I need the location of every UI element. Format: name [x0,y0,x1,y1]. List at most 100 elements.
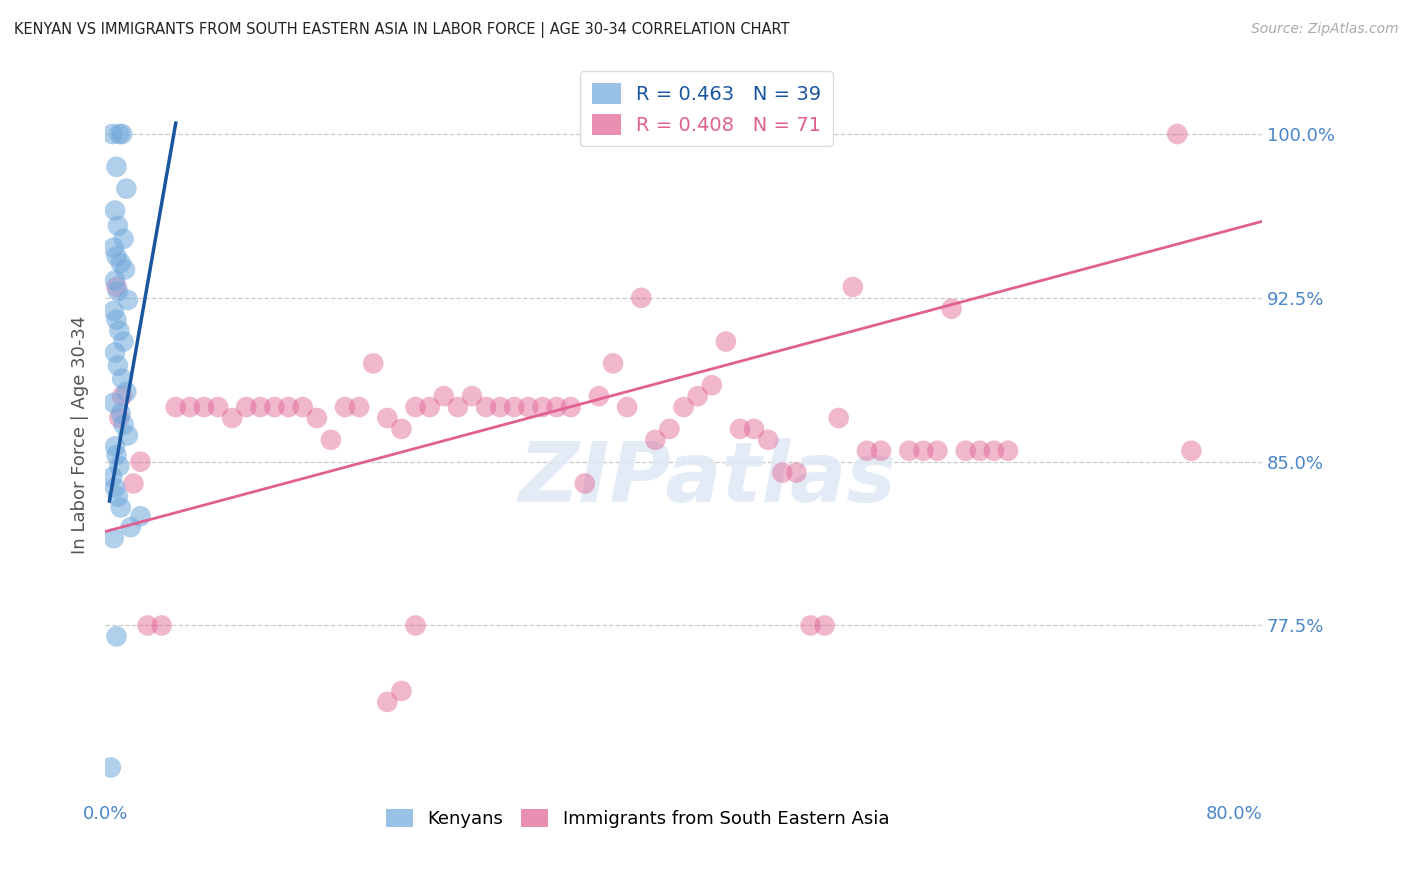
Point [101,127,124,141]
Point [115,181,138,195]
Point [207,400,229,414]
Point [644,433,666,447]
Point [150,618,173,632]
Point [111,127,134,141]
Point [375,695,398,709]
Point [319,433,342,447]
Point [672,400,695,414]
Point [263,400,285,414]
Text: Source: ZipAtlas.com: Source: ZipAtlas.com [1251,22,1399,37]
Point [107,219,129,233]
Point [107,490,129,504]
Point [101,470,124,484]
Point [616,400,638,414]
Legend: Kenyans, Immigrants from South Eastern Asia: Kenyans, Immigrants from South Eastern A… [378,801,896,835]
Point [129,509,152,524]
Point [108,127,131,141]
Point [405,400,427,414]
Point [742,422,765,436]
Point [104,345,127,359]
Point [235,400,257,414]
Text: KENYAN VS IMMIGRANTS FROM SOUTH EASTERN ASIA IN LABOR FORCE | AGE 30-34 CORRELAT: KENYAN VS IMMIGRANTS FROM SOUTH EASTERN … [14,22,790,38]
Point [588,389,610,403]
Point [602,356,624,370]
Point [114,262,136,277]
Point [503,400,526,414]
Point [100,760,122,774]
Point [391,422,413,436]
Point [969,443,991,458]
Point [136,618,159,632]
Point [110,407,132,421]
Point [104,273,127,287]
Point [1180,443,1202,458]
Point [305,411,328,425]
Point [193,400,215,414]
Point [105,312,128,326]
Point [105,629,128,643]
Point [333,400,356,414]
Point [658,422,681,436]
Point [108,324,131,338]
Point [107,285,129,299]
Text: ZIPatlas: ZIPatlas [517,438,896,519]
Point [728,422,751,436]
Point [770,466,793,480]
Point [756,433,779,447]
Point [546,400,568,414]
Point [391,684,413,698]
Point [105,249,128,263]
Point [813,618,835,632]
Point [799,618,821,632]
Point [129,455,152,469]
Point [110,500,132,515]
Point [103,531,125,545]
Point [347,400,370,414]
Point [120,520,142,534]
Y-axis label: In Labor Force | Age 30-34: In Labor Force | Age 30-34 [72,315,89,554]
Point [104,481,127,495]
Point [112,334,135,349]
Point [111,389,134,403]
Point [517,400,540,414]
Point [630,291,652,305]
Point [249,400,271,414]
Point [107,359,129,373]
Point [955,443,977,458]
Point [842,280,865,294]
Point [912,443,935,458]
Point [277,400,299,414]
Point [103,304,125,318]
Point [117,293,139,307]
Point [941,301,963,316]
Point [105,160,128,174]
Point [375,411,398,425]
Point [405,618,427,632]
Point [104,439,127,453]
Point [489,400,512,414]
Point [686,389,709,403]
Point [574,476,596,491]
Point [927,443,949,458]
Point [856,443,879,458]
Point [828,411,851,425]
Point [105,448,128,462]
Point [291,400,314,414]
Point [179,400,201,414]
Point [122,476,145,491]
Point [997,443,1019,458]
Point [112,417,135,432]
Point [714,334,737,349]
Point [870,443,893,458]
Point [1166,127,1188,141]
Point [461,389,484,403]
Point [117,428,139,442]
Point [531,400,554,414]
Point [898,443,921,458]
Point [108,411,131,425]
Point [700,378,723,392]
Point [104,203,127,218]
Point [103,241,125,255]
Point [419,400,441,414]
Point [110,256,132,270]
